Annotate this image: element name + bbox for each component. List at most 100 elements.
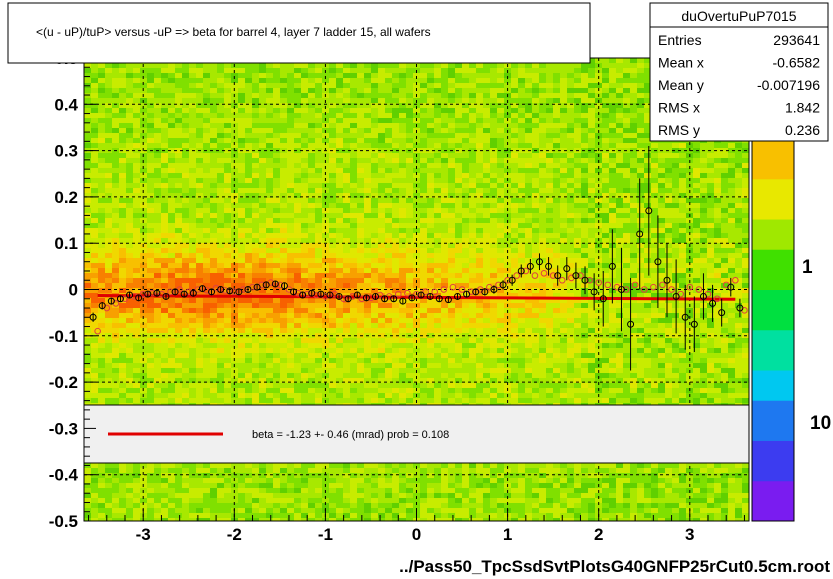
profile-black-point — [563, 265, 571, 273]
color-scale-cell — [752, 490, 794, 502]
stats-row-label: RMS y — [658, 122, 700, 138]
profile-black-point — [372, 292, 380, 300]
color-scale-cell — [752, 430, 794, 441]
profile-black-point — [262, 281, 270, 289]
profile-red-point — [303, 290, 311, 298]
profile-black-point — [381, 295, 389, 303]
x-tick-label: -2 — [227, 525, 242, 544]
color-scale-cell — [752, 299, 794, 311]
color-scale-cell — [752, 440, 794, 452]
profile-black-point — [681, 313, 689, 321]
profile-black-point — [162, 292, 170, 300]
profile-black-point — [153, 289, 161, 297]
profile-red-point — [577, 272, 584, 279]
color-scale-cell — [752, 470, 794, 482]
profile-red-point — [394, 290, 402, 298]
stats-row-label: Mean x — [658, 55, 704, 71]
profile-black-point — [472, 288, 480, 296]
profile-black-point — [98, 302, 106, 310]
profile-red-point — [695, 286, 703, 293]
profile-black-point — [408, 294, 416, 302]
profile-black-point — [490, 286, 498, 293]
profile-black-point — [362, 294, 370, 302]
x-tick-label: -3 — [136, 525, 151, 544]
profile-black-point — [299, 291, 307, 299]
profile-black-point — [727, 283, 735, 291]
color-scale-cell — [752, 198, 794, 210]
profile-black-point — [608, 262, 616, 270]
profile-red-point — [376, 291, 384, 299]
profile-black-point — [353, 291, 361, 299]
color-scale-cell — [752, 219, 794, 230]
color-scale-cell — [752, 380, 794, 391]
profile-black-point — [280, 282, 288, 290]
profile-red-point — [522, 267, 530, 275]
profile-black-point — [271, 280, 279, 288]
profile-black-point — [581, 276, 589, 284]
profile-black-point — [444, 296, 452, 304]
profile-black-point — [253, 283, 261, 291]
color-scale-cell — [752, 390, 794, 401]
profile-black-point — [417, 291, 425, 299]
profile-black-point — [627, 320, 635, 328]
profile-red-point — [367, 294, 375, 302]
chart-title: <(u - uP)/tuP> versus -uP => beta for ba… — [36, 25, 431, 39]
color-scale-cell — [752, 259, 794, 270]
color-scale-cell — [752, 349, 794, 361]
profile-black-point — [554, 272, 562, 280]
stats-row-value: 293641 — [773, 32, 820, 48]
profile-red-point — [458, 286, 466, 293]
profile-red-point — [358, 295, 366, 303]
profile-black-point — [144, 290, 152, 298]
profile-red-point — [231, 288, 238, 296]
fit-legend-label: beta = -1.23 +- 0.46 (mrad) prob = 0.108 — [252, 429, 449, 441]
color-scale-cell — [752, 339, 794, 351]
x-tick-label: 3 — [685, 525, 694, 544]
x-tick-label: 2 — [594, 525, 603, 544]
profile-black-point — [699, 292, 707, 300]
profile-red-point — [167, 288, 174, 296]
y-tick-label: -0.2 — [49, 373, 78, 392]
profile-red-point — [294, 289, 302, 297]
x-tick-label: -1 — [318, 525, 333, 544]
profile-black-point — [390, 295, 398, 303]
color-scale-cell — [752, 188, 794, 200]
profile-black-point — [463, 290, 471, 298]
color-scale-cell — [752, 329, 794, 341]
profile-red-point — [549, 272, 557, 279]
color-scale-labels: 1 10 — [802, 257, 831, 434]
profile-red-point — [431, 288, 439, 296]
profile-red-point — [504, 276, 511, 284]
profile-black-point — [453, 292, 461, 300]
profile-black-point — [535, 258, 543, 266]
color-scale-cell — [752, 450, 794, 462]
profile-black-point — [89, 313, 97, 321]
profile-red-point — [203, 287, 211, 294]
y-tick-label: -0.1 — [49, 327, 78, 346]
profile-black-point — [736, 304, 744, 312]
profile-red-point — [495, 281, 502, 289]
profile-black-point — [663, 276, 671, 284]
profile-black-point — [709, 299, 717, 307]
profile-black-point — [235, 288, 243, 296]
profile-black-point — [326, 291, 334, 299]
stats-box: duOvertuPuP7015 Entries 293641 Mean x -0.65… — [649, 2, 829, 142]
profile-black-point — [545, 262, 553, 270]
color-scale-cell — [752, 500, 794, 512]
profile-red-point — [440, 286, 448, 293]
color-scale-cell — [752, 168, 794, 180]
profile-red-point — [94, 327, 101, 335]
stats-row-value: 0.236 — [785, 122, 820, 138]
stats-row-value: -0.6582 — [773, 55, 821, 71]
y-tick-label: 0.2 — [54, 188, 78, 207]
profile-red-point — [449, 283, 457, 291]
profile-black-point — [308, 289, 316, 297]
profile-black-point — [426, 292, 434, 300]
profile-black-point — [399, 297, 407, 305]
profile-black-point — [526, 262, 534, 270]
y-tick-label: -0.4 — [49, 466, 79, 485]
fit-legend-box: beta = -1.23 +- 0.46 (mrad) prob = 0.108 — [83, 404, 750, 464]
profile-red-point — [149, 289, 156, 297]
profile-black-point — [126, 291, 134, 299]
color-scale-cell — [752, 249, 794, 260]
